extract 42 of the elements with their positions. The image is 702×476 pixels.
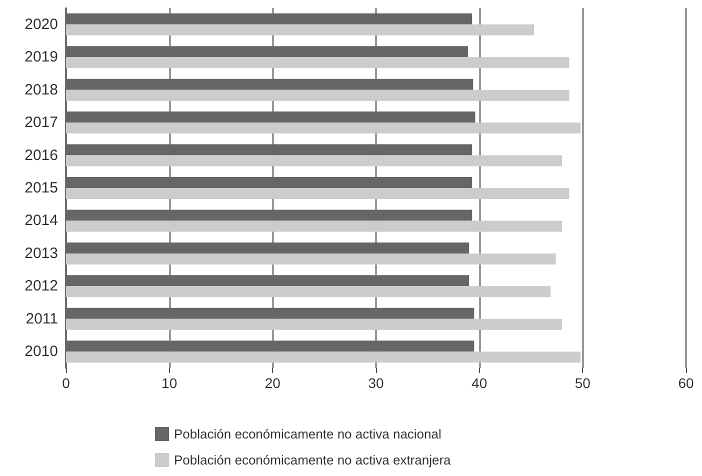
y-tick-label: 2017	[24, 114, 58, 132]
x-tick-label: 50	[574, 375, 591, 391]
y-tick-label: 2013	[24, 244, 58, 262]
x-tick-label: 10	[162, 375, 178, 391]
bar	[66, 286, 551, 298]
x-tick-label: 30	[368, 375, 384, 391]
y-tick-label: 2016	[24, 146, 58, 164]
bar	[66, 24, 534, 36]
x-tick-label: 40	[472, 375, 488, 391]
bar	[66, 210, 472, 221]
bar	[66, 144, 472, 156]
bar	[66, 242, 469, 254]
bar	[66, 220, 562, 232]
x-tick-label: 0	[62, 375, 70, 391]
legend-label: Población económicamente no activa extranjera	[174, 452, 452, 468]
bar	[66, 253, 556, 264]
bar	[66, 308, 474, 319]
bar	[66, 155, 562, 166]
bar	[66, 57, 570, 68]
bar	[66, 78, 474, 90]
x-tick-label: 60	[678, 375, 694, 391]
bar	[66, 90, 570, 101]
y-tick-label: 2015	[24, 180, 58, 196]
y-tick-label: 2020	[24, 16, 58, 33]
bar	[66, 275, 469, 286]
y-tick-label: 2012	[24, 278, 58, 295]
bar	[66, 318, 562, 330]
bar	[66, 46, 468, 58]
y-tick-label: 2018	[24, 81, 58, 98]
y-tick-label: 2010	[24, 343, 58, 360]
bar	[66, 340, 474, 352]
y-tick-label: 2014	[24, 212, 58, 230]
legend-label: Población económicamente no activa nacional	[174, 426, 442, 442]
bar	[66, 112, 476, 123]
y-tick-label: 2019	[24, 48, 58, 66]
bar	[66, 188, 570, 199]
y-tick-label: 2011	[26, 310, 58, 328]
bar	[66, 352, 581, 363]
x-tick-label: 20	[264, 375, 281, 391]
bar	[66, 177, 472, 188]
bar	[66, 13, 472, 24]
bar	[66, 122, 581, 134]
